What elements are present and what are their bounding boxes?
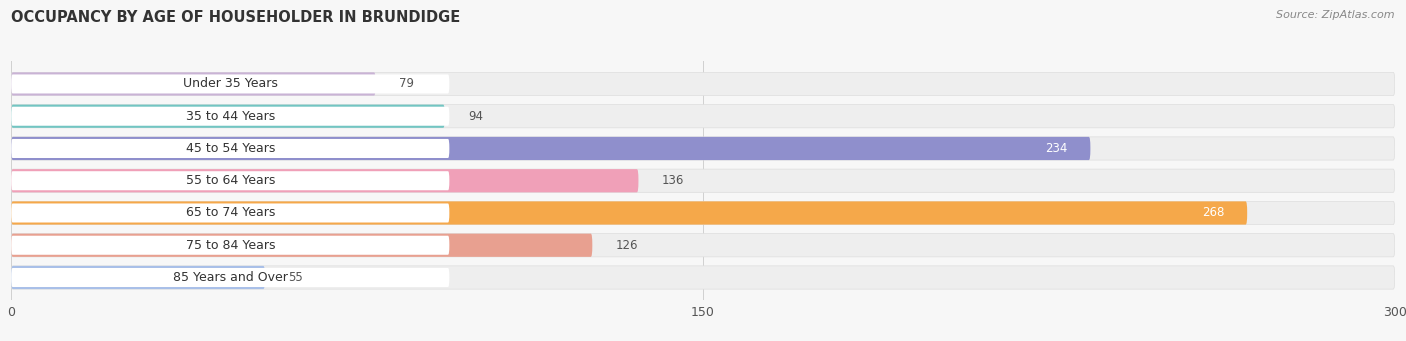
FancyBboxPatch shape <box>11 169 638 192</box>
FancyBboxPatch shape <box>11 137 1395 160</box>
FancyBboxPatch shape <box>11 204 450 223</box>
Text: 55 to 64 Years: 55 to 64 Years <box>186 174 276 187</box>
FancyBboxPatch shape <box>11 72 1395 95</box>
FancyBboxPatch shape <box>11 137 1091 160</box>
FancyBboxPatch shape <box>11 202 1395 225</box>
FancyBboxPatch shape <box>11 266 264 289</box>
FancyBboxPatch shape <box>11 72 375 95</box>
Text: Under 35 Years: Under 35 Years <box>183 77 278 90</box>
Text: 85 Years and Over: 85 Years and Over <box>173 271 288 284</box>
Text: 94: 94 <box>468 110 482 123</box>
FancyBboxPatch shape <box>11 139 450 158</box>
Text: Source: ZipAtlas.com: Source: ZipAtlas.com <box>1277 10 1395 20</box>
FancyBboxPatch shape <box>11 268 450 287</box>
FancyBboxPatch shape <box>11 202 1247 225</box>
FancyBboxPatch shape <box>11 266 1395 289</box>
Text: 55: 55 <box>288 271 302 284</box>
FancyBboxPatch shape <box>11 107 450 126</box>
Text: 75 to 84 Years: 75 to 84 Years <box>186 239 276 252</box>
Text: 234: 234 <box>1045 142 1067 155</box>
FancyBboxPatch shape <box>11 236 450 255</box>
Text: 136: 136 <box>661 174 683 187</box>
FancyBboxPatch shape <box>11 105 444 128</box>
Text: OCCUPANCY BY AGE OF HOUSEHOLDER IN BRUNDIDGE: OCCUPANCY BY AGE OF HOUSEHOLDER IN BRUND… <box>11 10 461 25</box>
Text: 79: 79 <box>399 77 413 90</box>
FancyBboxPatch shape <box>11 171 450 190</box>
Text: 126: 126 <box>616 239 638 252</box>
FancyBboxPatch shape <box>11 74 450 93</box>
FancyBboxPatch shape <box>11 234 1395 257</box>
Text: 65 to 74 Years: 65 to 74 Years <box>186 207 276 220</box>
FancyBboxPatch shape <box>11 105 1395 128</box>
Text: 35 to 44 Years: 35 to 44 Years <box>186 110 276 123</box>
FancyBboxPatch shape <box>11 234 592 257</box>
Text: 268: 268 <box>1202 207 1225 220</box>
Text: 45 to 54 Years: 45 to 54 Years <box>186 142 276 155</box>
FancyBboxPatch shape <box>11 169 1395 192</box>
